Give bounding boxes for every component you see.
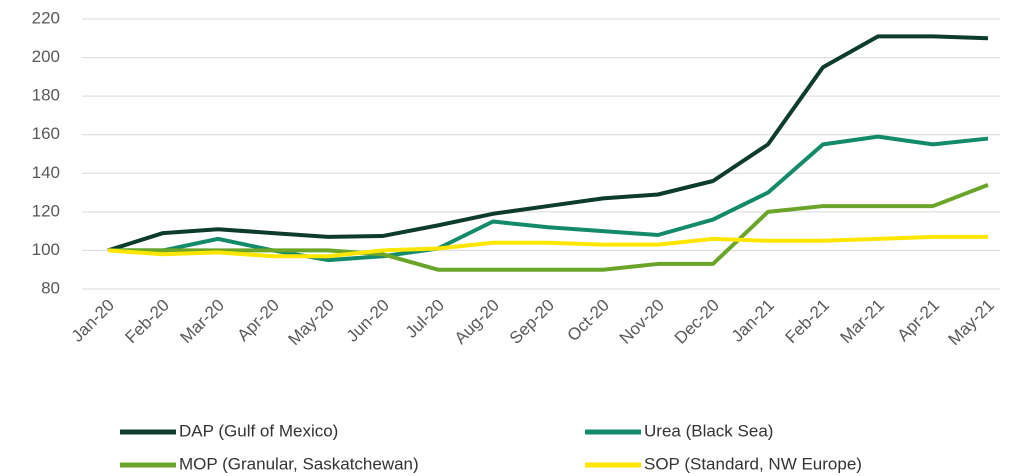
x-tick-label: Apr-20 — [233, 296, 283, 346]
x-tick-label: Aug-20 — [451, 296, 503, 348]
legend-label: SOP (Standard, NW Europe) — [644, 454, 862, 473]
y-tick-label: 140 — [32, 163, 60, 182]
x-tick-label: Mar-20 — [176, 296, 228, 348]
series-line — [108, 134, 989, 263]
y-tick-label: 120 — [32, 201, 60, 220]
x-tick-label: Jun-20 — [343, 296, 393, 346]
x-tick-label: Dec-20 — [671, 296, 723, 348]
x-tick-label: Feb-20 — [121, 296, 173, 348]
x-tick-label: Nov-20 — [616, 296, 668, 348]
x-tick-label: Jul-20 — [402, 296, 448, 342]
legend-label: Urea (Black Sea) — [644, 421, 773, 440]
y-tick-label: 100 — [32, 240, 60, 259]
y-tick-label: 180 — [32, 86, 60, 105]
x-tick-label: Jan-21 — [728, 296, 778, 346]
x-tick-label: Apr-21 — [893, 296, 943, 346]
y-tick-label: 220 — [32, 8, 60, 27]
legend-label: DAP (Gulf of Mexico) — [179, 421, 338, 440]
legend-label: MOP (Granular, Saskatchewan) — [179, 454, 419, 473]
series-line — [107, 34, 989, 253]
series-line — [108, 182, 989, 272]
x-tick-label: Mar-21 — [836, 296, 888, 348]
x-tick-label: Sep-20 — [506, 296, 558, 348]
x-tick-label: May-21 — [944, 296, 998, 350]
x-tick-label: May-20 — [284, 296, 338, 350]
series-line — [107, 234, 988, 259]
x-tick-label: Jan-20 — [68, 296, 118, 346]
y-tick-label: 80 — [41, 278, 60, 297]
x-tick-label: Feb-21 — [781, 296, 833, 348]
x-tick-label: Oct-20 — [563, 296, 613, 346]
y-tick-label: 160 — [32, 124, 60, 143]
y-tick-label: 200 — [32, 47, 60, 66]
